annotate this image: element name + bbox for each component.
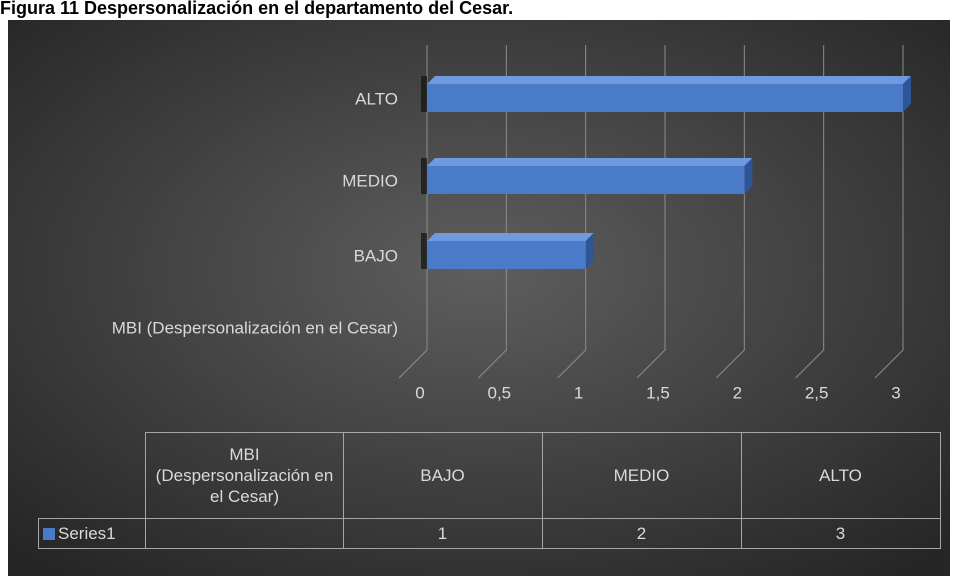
- x-tick-label: 2,5: [805, 383, 829, 402]
- bar-front: [427, 166, 745, 194]
- bar-shadow: [421, 76, 427, 112]
- y-tick-label: BAJO: [354, 246, 398, 265]
- table-header-cell: MEDIO: [542, 432, 742, 519]
- table-value-cell: [145, 518, 344, 549]
- table-header-cell: MBI (Despersonalización en el Cesar): [145, 432, 344, 519]
- bar-shadow: [421, 233, 427, 269]
- table-header-cell: BAJO: [343, 432, 543, 519]
- x-tick-label: 0,5: [488, 383, 512, 402]
- grid-line: [636, 45, 666, 379]
- bar-top: [427, 76, 911, 84]
- bar-front: [427, 84, 903, 112]
- table-header-cell: ALTO: [741, 432, 941, 519]
- legend-swatch: [43, 527, 55, 540]
- chart-background: [8, 20, 950, 576]
- bar-side: [744, 158, 753, 194]
- grid-line: [557, 45, 587, 379]
- x-tick-label: 3: [891, 383, 900, 402]
- x-tick-label: 0: [415, 383, 424, 402]
- bar-shadow: [421, 158, 427, 194]
- x-tick-label: 2: [733, 383, 742, 402]
- grid-line: [398, 45, 428, 379]
- grid-line: [874, 45, 904, 379]
- bar-side: [585, 233, 594, 269]
- bar: [421, 76, 911, 112]
- bar-front: [427, 241, 586, 269]
- legend-label: Series1: [58, 524, 116, 543]
- bar: [421, 158, 753, 194]
- y-tick-label: MEDIO: [342, 171, 398, 190]
- grid-line: [795, 45, 825, 379]
- chart-title: Figura 11 Despersonalización en el depar…: [0, 0, 513, 18]
- bar-top: [427, 233, 594, 241]
- grid-line: [715, 45, 745, 379]
- y-tick-label: MBI (Despersonalización en el Cesar): [112, 318, 398, 337]
- table-value-cell: 2: [542, 518, 742, 549]
- table-value-cell: 1: [343, 518, 543, 549]
- bar-top: [427, 158, 753, 166]
- bar-side: [903, 76, 911, 112]
- x-tick-label: 1: [574, 383, 583, 402]
- grid-line: [477, 45, 507, 379]
- bar: [421, 233, 594, 269]
- table-legend-cell: Series1: [38, 518, 146, 549]
- x-tick-label: 1,5: [646, 383, 670, 402]
- y-tick-label: ALTO: [355, 89, 398, 108]
- table-value-cell: 3: [741, 518, 941, 549]
